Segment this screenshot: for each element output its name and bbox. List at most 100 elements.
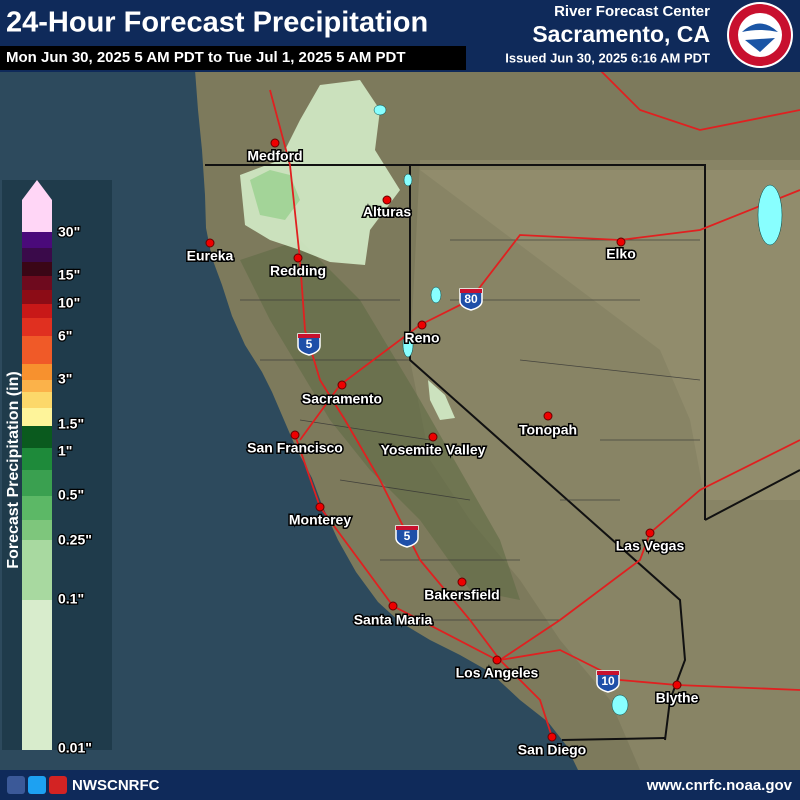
- legend-band: [22, 232, 52, 248]
- social-handle: NWSCNRFC: [72, 777, 160, 794]
- legend-band: [22, 426, 52, 448]
- legend-band: [22, 276, 52, 290]
- interstate-number: 5: [306, 337, 313, 351]
- legend-colorbar: [22, 180, 52, 750]
- city-label: Tonopah: [519, 422, 577, 438]
- city-dot: [293, 253, 303, 263]
- legend-band: [22, 290, 52, 304]
- nws-logo: [727, 2, 793, 68]
- legend-band: [22, 304, 52, 318]
- city-label: Elko: [606, 246, 636, 262]
- highways: [269, 69, 800, 738]
- footer-bar: [0, 770, 800, 800]
- interstate-shield: [395, 525, 419, 548]
- city-label: Monterey: [289, 512, 351, 528]
- legend-band: [22, 200, 52, 232]
- city-label: Medford: [247, 148, 302, 164]
- legend-label: 30": [58, 224, 80, 240]
- legend-label: 3": [58, 371, 72, 387]
- city-label: Las Vegas: [616, 538, 685, 554]
- legend-label: 0.5": [58, 487, 84, 503]
- legend-band: [22, 408, 52, 426]
- city-dot: [616, 237, 626, 247]
- city-label: Sacramento: [302, 391, 382, 407]
- legend-band: [22, 540, 52, 600]
- precip-area-medium: [250, 170, 300, 220]
- interstate-number: 80: [464, 292, 478, 306]
- lakes: [373, 104, 783, 716]
- legend-band: [22, 496, 52, 520]
- legend-box: [2, 180, 112, 750]
- city-label: Eureka: [187, 248, 234, 264]
- issued: Issued Jun 30, 2025 6:16 AM PDT: [505, 50, 710, 65]
- city-dot: [672, 680, 682, 690]
- interstate-shield: [596, 670, 620, 693]
- city-label: Santa Maria: [354, 612, 433, 628]
- city-dot: [417, 320, 427, 330]
- city-dot: [337, 380, 347, 390]
- city-dot: [382, 195, 392, 205]
- valley-shading: [240, 240, 520, 600]
- legend-label: 6": [58, 328, 72, 344]
- legend-band: [22, 380, 52, 392]
- interstate-shield-top: [597, 671, 619, 675]
- city-dot: [270, 138, 280, 148]
- precip-area-sierra: [428, 380, 455, 420]
- interstate-shield-top: [460, 289, 482, 293]
- legend-label: 15": [58, 267, 80, 283]
- interstate-shield-top: [298, 334, 320, 338]
- city-label: San Francisco: [247, 440, 343, 456]
- city-dot: [315, 502, 325, 512]
- city-dot: [205, 238, 215, 248]
- legend-arrow: [22, 180, 52, 200]
- city-label: Blythe: [656, 690, 699, 706]
- legend-label: 0.1": [58, 591, 84, 607]
- interstate-shield-top: [396, 526, 418, 530]
- interstate-shield: [297, 333, 321, 356]
- city-label: Yosemite Valley: [381, 442, 486, 458]
- legend-label: 1.5": [58, 416, 84, 432]
- interstate-number: 5: [404, 529, 411, 543]
- interstate-shield: [459, 288, 483, 311]
- city-dot: [492, 655, 502, 665]
- city-dot: [543, 411, 553, 421]
- city-label: San Diego: [518, 742, 586, 758]
- legend-label: 10": [58, 295, 80, 311]
- legend-band: [22, 600, 52, 750]
- city-label: Bakersfield: [424, 587, 499, 603]
- city-label: Alturas: [363, 204, 411, 220]
- legend-band: [22, 248, 52, 262]
- legend-band: [22, 318, 52, 336]
- legend-label: 0.01": [58, 740, 92, 756]
- city-label: Redding: [270, 263, 326, 279]
- city-dot: [457, 577, 467, 587]
- state-borders: [205, 164, 800, 741]
- legend-label: 0.25": [58, 532, 92, 548]
- city-dot: [428, 432, 438, 442]
- interstate-number: 10: [601, 674, 615, 688]
- city-dot: [547, 732, 557, 742]
- city-dot: [388, 601, 398, 611]
- city-dot: [645, 528, 655, 538]
- legend-band: [22, 448, 52, 470]
- legend-band: [22, 470, 52, 496]
- twitter-icon[interactable]: [28, 776, 46, 794]
- legend-band: [22, 392, 52, 408]
- legend-band: [22, 336, 52, 364]
- legend-band: [22, 364, 52, 380]
- facebook-icon[interactable]: [7, 776, 25, 794]
- youtube-icon[interactable]: [49, 776, 67, 794]
- city-label: Los Angeles: [456, 665, 539, 681]
- legend-band: [22, 262, 52, 276]
- city-dot: [290, 430, 300, 440]
- city-label: Reno: [405, 330, 440, 346]
- office: Sacramento, CA: [532, 21, 710, 47]
- website[interactable]: www.cnrfc.noaa.gov: [646, 777, 793, 794]
- county-borders: [240, 239, 701, 621]
- legend-title: Forecast Precipitation (in): [5, 371, 22, 568]
- title: 24-Hour Forecast Precipitation: [6, 7, 428, 39]
- period: Mon Jun 30, 2025 5 AM PDT to Tue Jul 1, …: [6, 49, 406, 66]
- agency: River Forecast Center: [554, 3, 710, 20]
- legend-label: 1": [58, 443, 72, 459]
